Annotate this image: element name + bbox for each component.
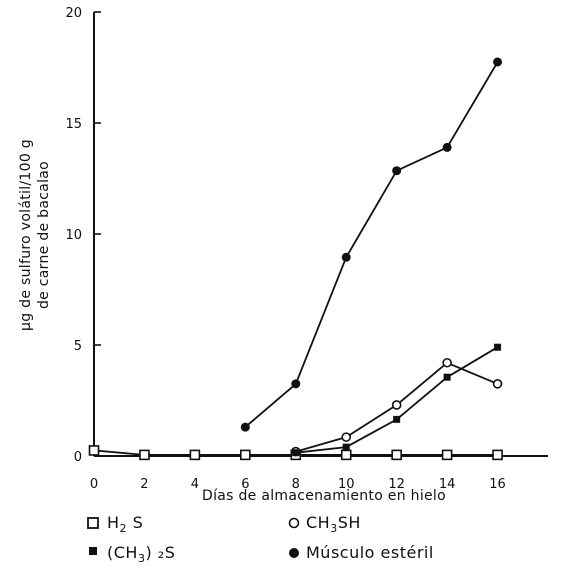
data-point-ch3sh (442, 357, 452, 368)
x-tick-label: 4 (191, 477, 199, 492)
x-tick-label: 2 (140, 477, 148, 492)
x-axis-title: Días de almacenamiento en hielo (202, 488, 446, 504)
plot-frame (93, 12, 548, 457)
x-tick-label: 8 (292, 477, 300, 492)
data-point-h2s (391, 449, 402, 461)
data-point-h2s (340, 449, 352, 461)
series-layer (88, 57, 503, 461)
x-tick-label: 6 (241, 477, 249, 492)
y-tick-label: 15 (65, 117, 82, 132)
y-tick-label: 20 (65, 6, 82, 21)
data-point-ch3sh (341, 432, 352, 442)
y-tick-label: 0 (74, 450, 82, 465)
legend-label-ch3-2s: (CH3) ₂S (107, 543, 175, 565)
data-point-h2s (88, 445, 100, 456)
x-tick-label: 0 (90, 477, 98, 492)
data-point-musculo (493, 57, 503, 67)
data-point-h2s (240, 449, 251, 461)
data-point-h2s (139, 449, 150, 461)
data-point-musculo (240, 422, 250, 432)
x-tick-label: 12 (388, 477, 405, 492)
data-point-h2s (441, 449, 453, 461)
legend-marker-ch3-2s (89, 547, 97, 555)
x-tick-label: 14 (439, 477, 456, 492)
data-point-h2s (189, 449, 201, 461)
y-axis-title: μg de sulfuro volátil/100 g de carne de … (18, 139, 52, 331)
data-point-ch3_2s (292, 449, 300, 457)
y-tick-label: 10 (65, 228, 82, 243)
legend-marker-h2s (87, 517, 99, 529)
x-tick-label: 10 (338, 477, 355, 492)
series-line-ch3_2s (295, 346, 499, 454)
legend-marker-ch3sh (288, 517, 300, 529)
data-point-musculo (392, 166, 402, 176)
data-point-musculo (341, 252, 351, 262)
data-point-ch3sh (391, 400, 402, 410)
legend-label-ch3sh: CH3SH (306, 513, 361, 535)
data-point-musculo (291, 379, 301, 389)
x-tick-label: 16 (489, 477, 506, 492)
legend-marker-musculo (289, 548, 299, 558)
data-point-ch3sh (492, 379, 503, 389)
y-axis-title-line-1: μg de sulfuro volátil/100 g (18, 139, 34, 331)
data-point-ch3_2s (342, 443, 350, 451)
y-axis-title-line-2: de carne de bacalao (36, 161, 52, 309)
data-point-musculo (442, 142, 452, 152)
series-line-musculo (244, 61, 499, 428)
legend-label-h2s: H2 S (107, 513, 143, 535)
data-point-h2s (492, 449, 503, 461)
legend: H2 S CH3SH (CH3) ₂S Músculo estéril (87, 513, 434, 565)
y-ticks: 0 5 10 15 20 (65, 6, 101, 465)
data-point-ch3_2s (494, 343, 502, 351)
legend-label-musculo: Músculo estéril (306, 543, 434, 562)
data-point-ch3_2s (393, 415, 401, 423)
y-tick-label: 5 (74, 339, 82, 354)
data-point-ch3_2s (443, 373, 451, 381)
